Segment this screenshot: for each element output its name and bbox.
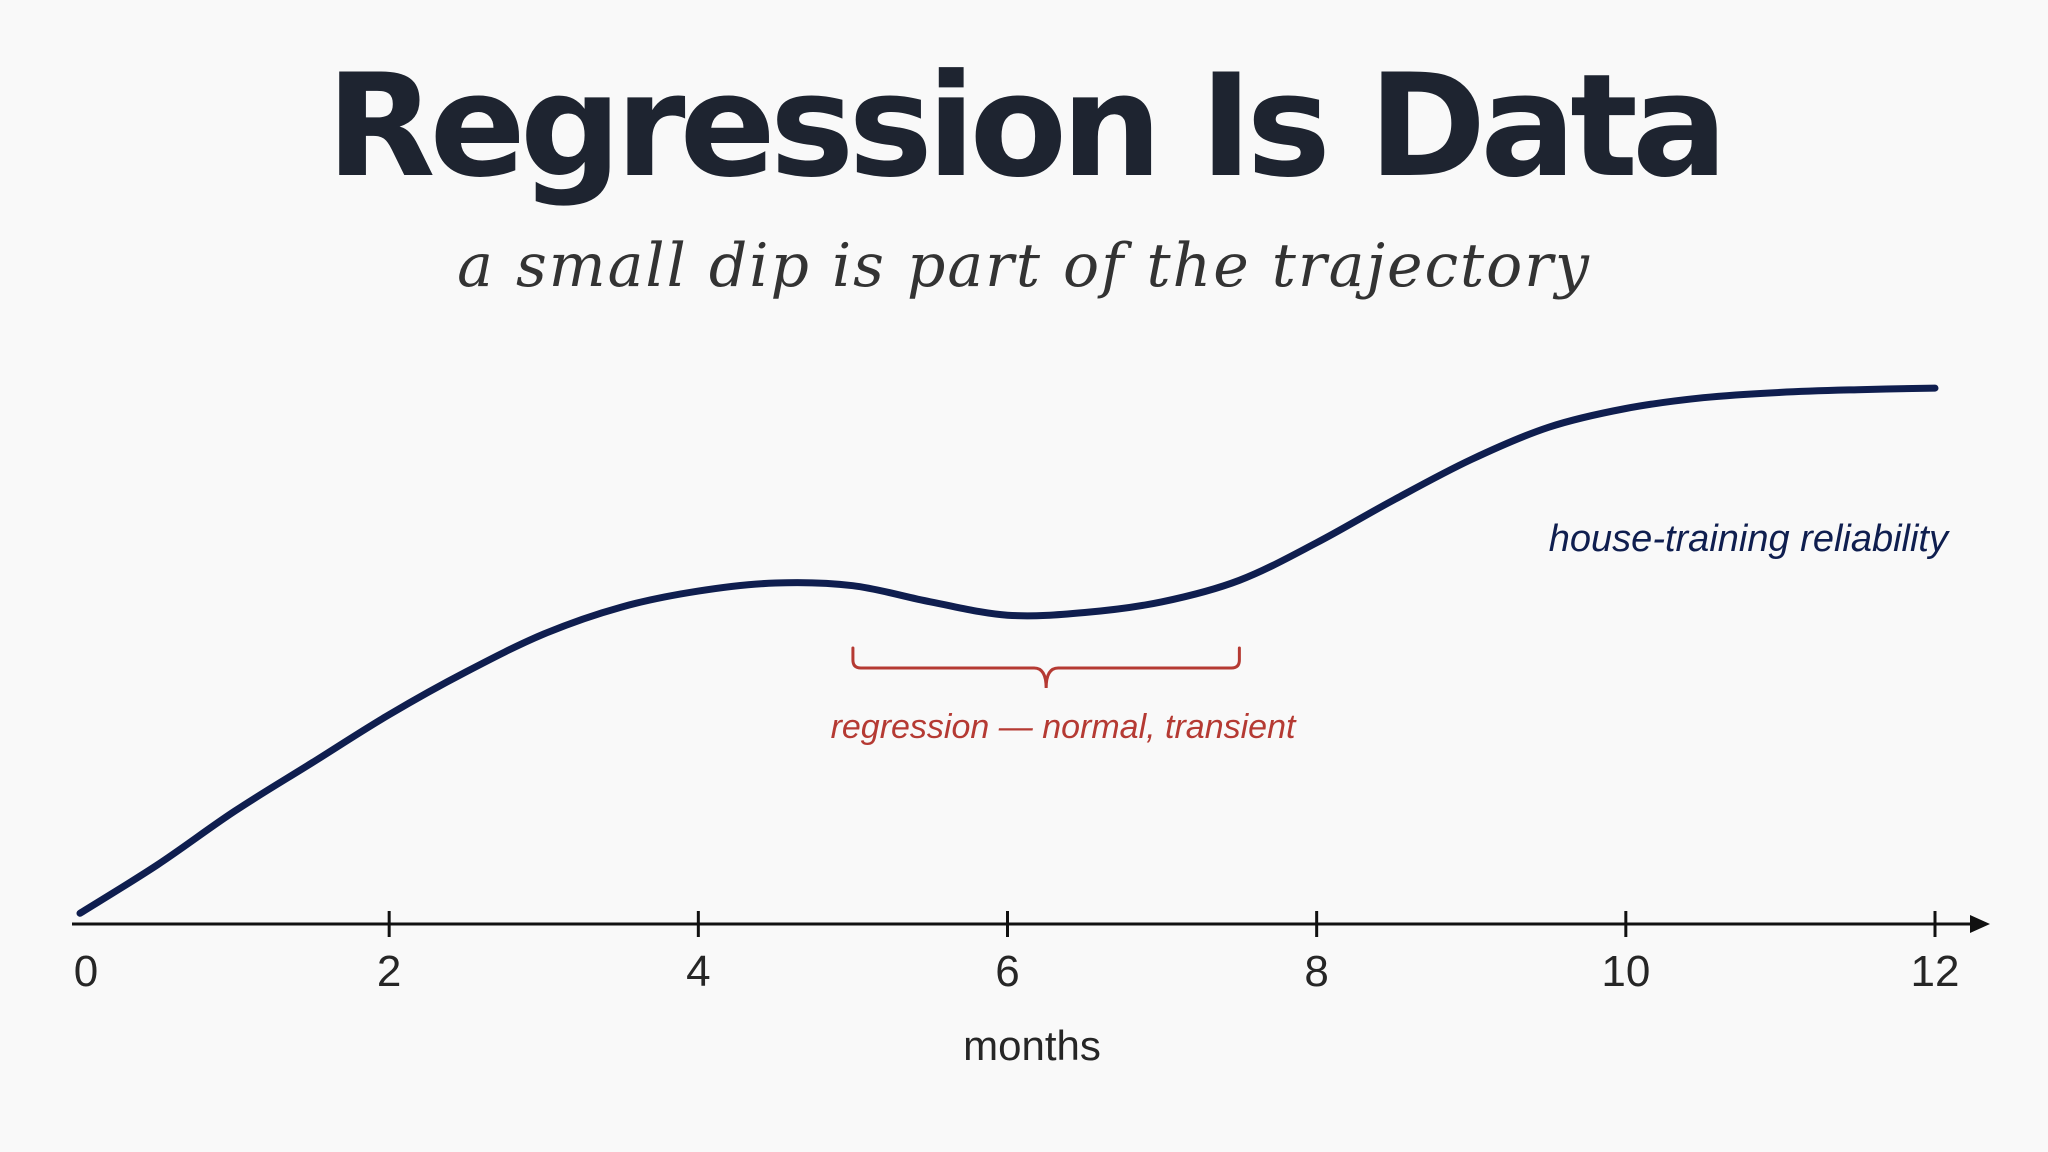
annotation-bracket <box>851 646 1241 689</box>
x-tick-label: 0 <box>74 947 98 996</box>
chart-title: Regression Is Data <box>326 44 1728 209</box>
x-tick-label: 4 <box>686 947 710 996</box>
x-tick-label: 8 <box>1304 947 1328 996</box>
annotation-label: regression — normal, transient <box>831 708 1297 746</box>
x-axis-ticks: 0 2 4 6 8 10 12 <box>74 911 1960 996</box>
x-axis-label: months <box>963 1022 1101 1069</box>
series-label: house-training reliability <box>1549 518 1950 560</box>
x-tick-label: 10 <box>1601 947 1650 996</box>
series-line <box>76 384 1939 917</box>
x-tick-label: 12 <box>1911 947 1960 996</box>
x-tick-label: 6 <box>995 947 1019 996</box>
chart-subtitle: a small dip is part of the trajectory <box>457 231 1591 301</box>
x-axis-arrow <box>1970 915 1990 933</box>
x-tick-label: 2 <box>377 947 401 996</box>
